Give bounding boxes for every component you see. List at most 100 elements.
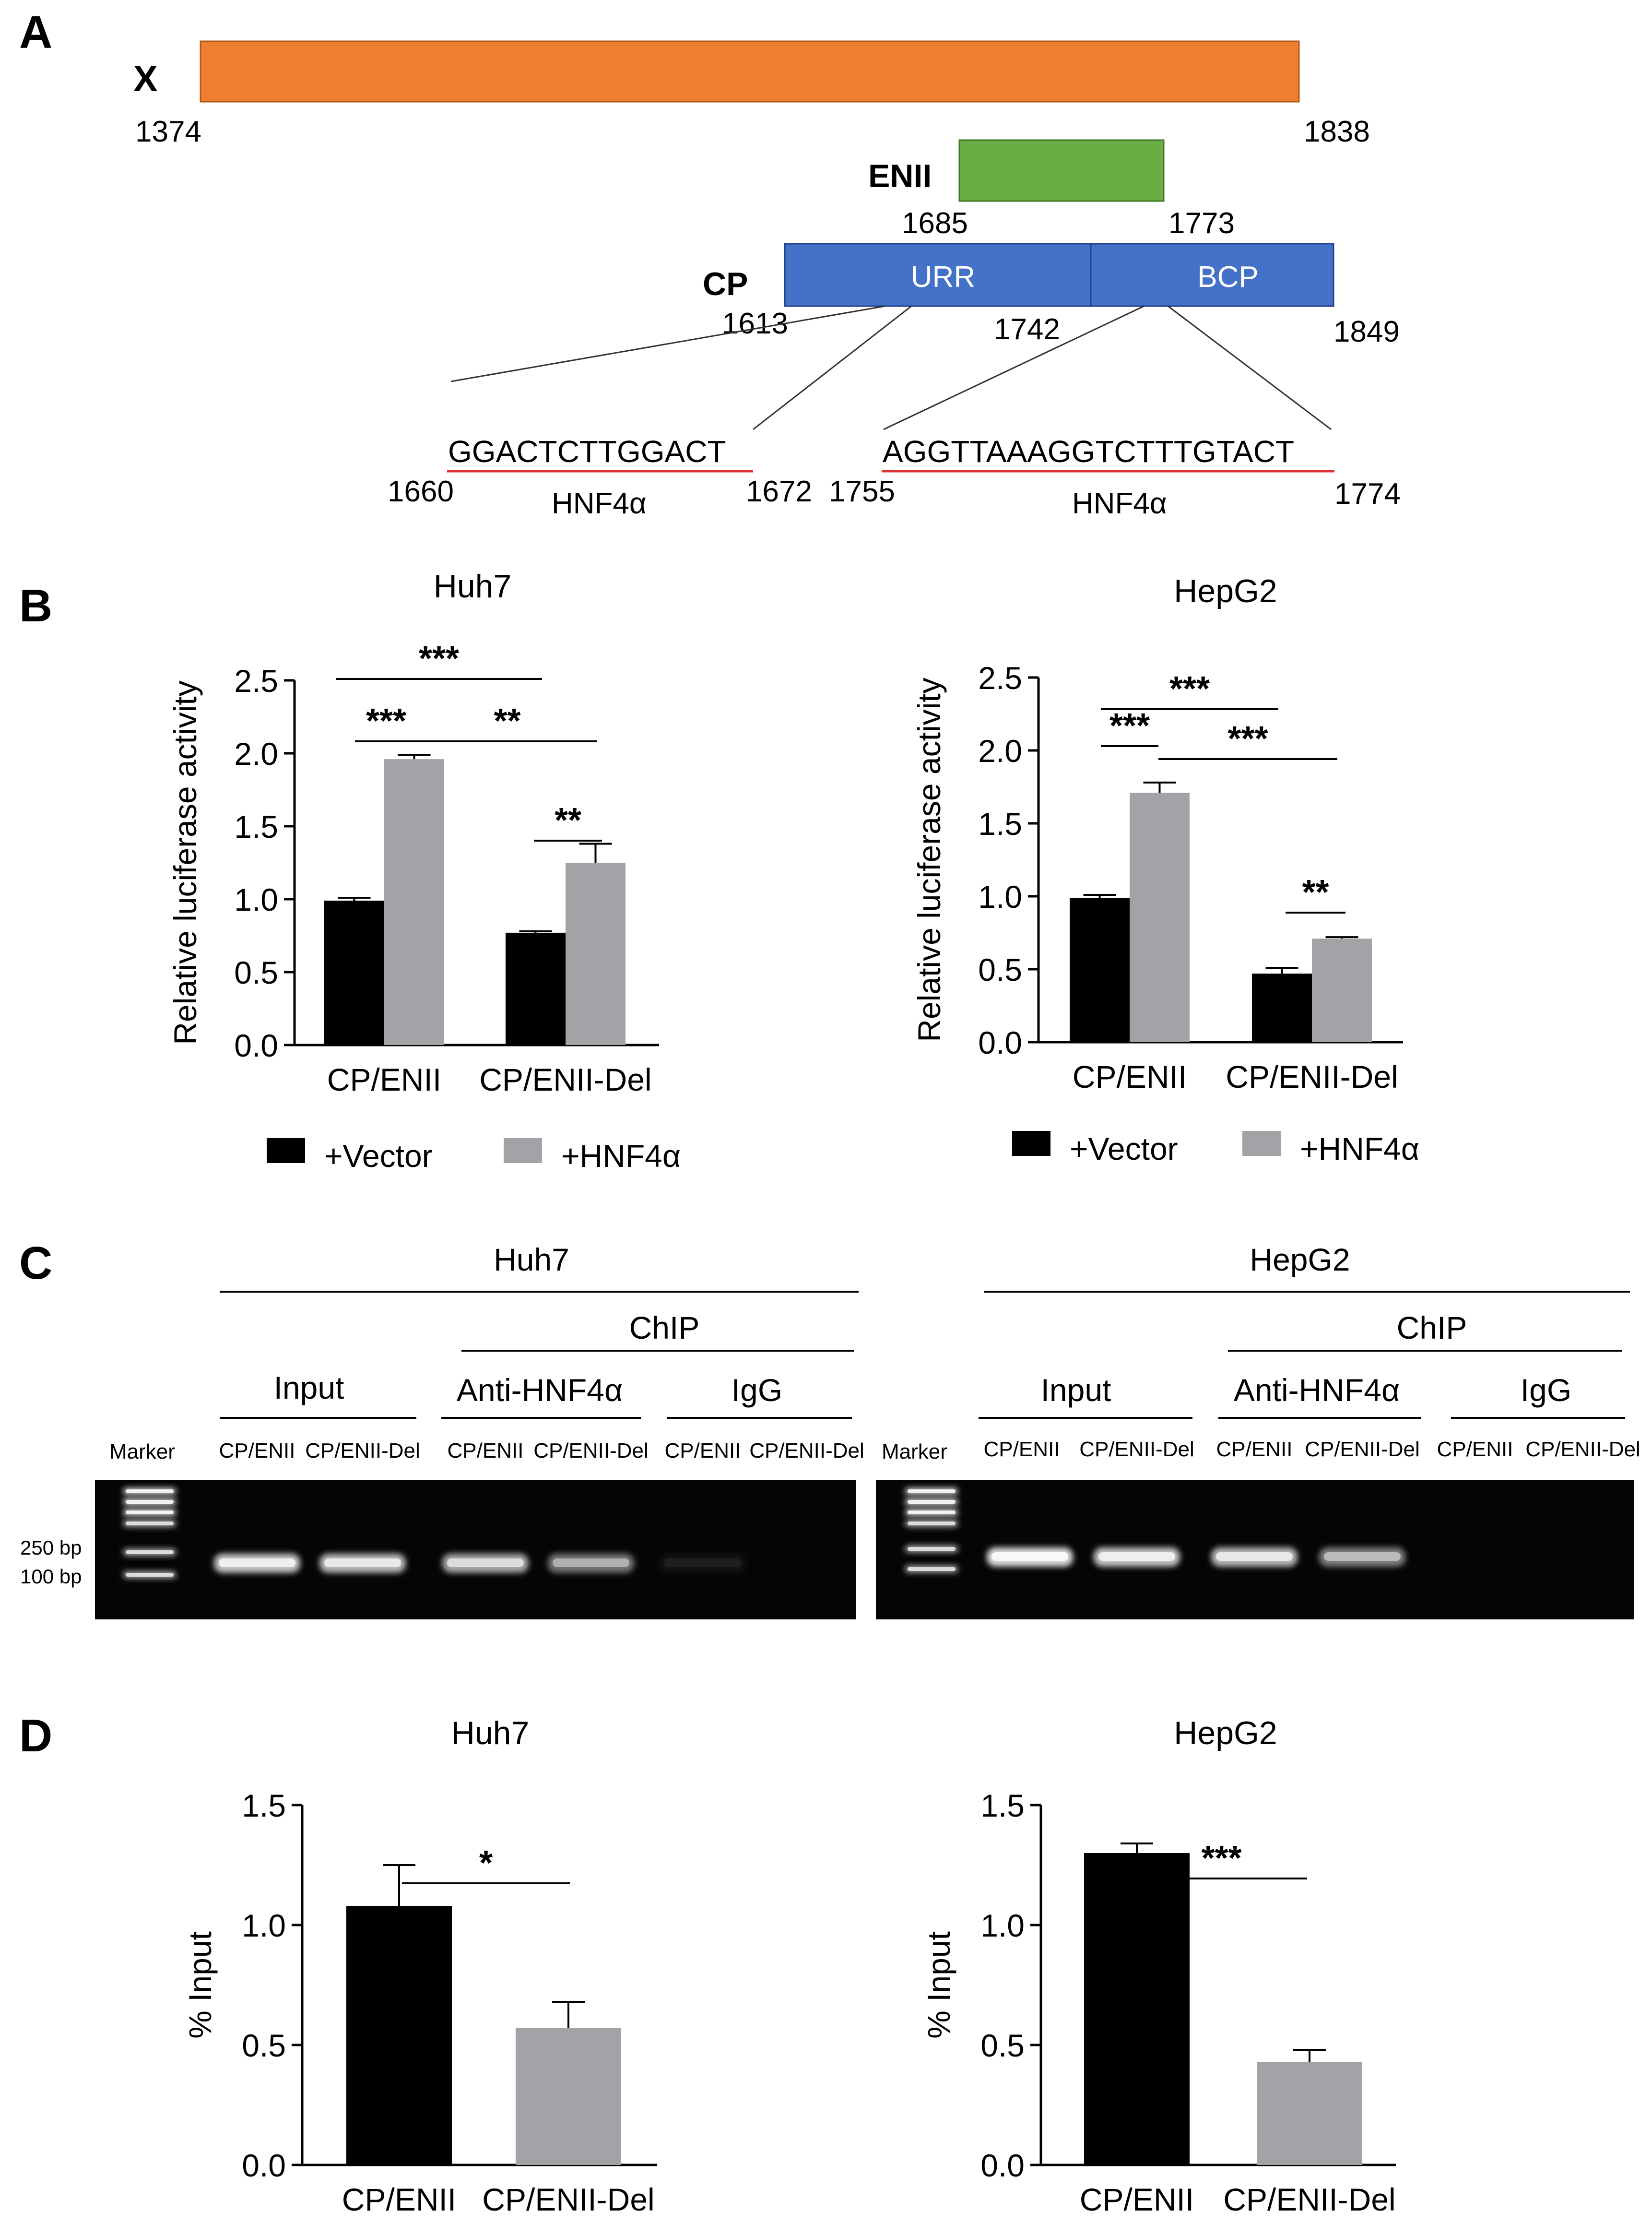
y-tick-label: 0.5 <box>234 955 278 990</box>
significance-label: ** <box>1302 873 1329 912</box>
significance-label: *** <box>1169 670 1210 708</box>
marker-band-core <box>908 1510 956 1514</box>
legend-swatch <box>1012 1131 1050 1156</box>
gel-huh7-igg-label: IgG <box>732 1372 782 1408</box>
gel-huh7-marker-label: Marker <box>109 1440 175 1463</box>
enii-bar <box>958 139 1165 202</box>
legend-swatch <box>267 1138 305 1163</box>
gel-size-100: 100 bp <box>20 1565 82 1588</box>
y-axis-label: Relative luciferase activity <box>167 680 203 1045</box>
site2-start-label: 1755 <box>829 475 895 508</box>
bar <box>516 2028 621 2165</box>
enii-label: ENII <box>868 158 932 194</box>
marker-band-core <box>908 1567 956 1571</box>
bar <box>1084 1853 1190 2165</box>
dna-band <box>1319 1547 1405 1567</box>
panel-a-letter: A <box>19 7 52 58</box>
category-label: CP/ENII <box>1080 2182 1194 2217</box>
zoom-lines <box>450 305 1332 430</box>
dna-band <box>660 1554 746 1573</box>
site2-end-label: 1774 <box>1334 477 1401 511</box>
legend-swatch <box>1242 1131 1281 1156</box>
dna-band-core <box>1098 1552 1175 1561</box>
category-label: CP/ENII-Del <box>1226 1059 1398 1094</box>
gel-hepg2-lane-6: CP/ENII-Del <box>1525 1438 1640 1461</box>
bar <box>384 759 444 1045</box>
gel-hepg2-marker-label: Marker <box>882 1440 947 1463</box>
gel-hepg2-lane-3: CP/ENII <box>1216 1438 1293 1461</box>
significance-label: *** <box>419 640 459 678</box>
bar <box>346 1906 452 2165</box>
site1-sequence: GGACTCTTGGACT <box>448 434 726 469</box>
gel-huh7-lane-3: CP/ENII <box>448 1439 524 1462</box>
chart-title: HepG2 <box>1174 1715 1277 1751</box>
category-label: CP/ENII <box>342 2182 456 2217</box>
significance-label: ** <box>494 702 520 740</box>
chart-b-hepg2: HepG2 0.0 0.5 1.0 1.5 2.0 2.5 Relative lucifera… <box>911 573 1419 1166</box>
bar <box>1257 2062 1362 2165</box>
gel-huh7-image <box>95 1480 856 1619</box>
category-label: CP/ENII <box>327 1062 441 1097</box>
bcp-label: BCP <box>1197 261 1258 294</box>
y-axis-label: % Input <box>182 1931 218 2039</box>
gel-hepg2-cell-label: HepG2 <box>1250 1242 1350 1277</box>
y-tick-label: 1.5 <box>234 809 278 844</box>
x-gene-label: X <box>133 59 158 99</box>
category-label: CP/ENII-Del <box>482 2182 654 2217</box>
chart-title: HepG2 <box>1174 573 1277 609</box>
bar <box>566 863 625 1045</box>
dna-band-core <box>447 1558 524 1567</box>
dna-band-core <box>219 1558 295 1567</box>
y-tick-label: 0.0 <box>242 2148 286 2183</box>
gel-hepg2-lane-2: CP/ENII-Del <box>1079 1438 1194 1461</box>
significance-label: *** <box>366 702 406 740</box>
marker-band-core <box>908 1522 956 1525</box>
bar <box>1312 939 1372 1042</box>
gel-huh7-lane-2: CP/ENII-Del <box>305 1439 420 1462</box>
site1-factor-label: HNF4α <box>552 487 647 520</box>
marker-band-core <box>126 1550 174 1554</box>
y-tick-label: 2.5 <box>978 660 1022 696</box>
y-tick-label: 0.0 <box>978 1025 1022 1060</box>
site1-start-label: 1660 <box>388 475 454 508</box>
y-tick-label: 0.5 <box>978 952 1022 987</box>
marker-band-core <box>126 1522 174 1525</box>
y-tick-label: 2.0 <box>234 736 278 772</box>
gel-hepg2-bands <box>905 1488 1405 1572</box>
gel-hepg2-input-label: Input <box>1041 1372 1111 1408</box>
cp-start-label: 1613 <box>722 307 788 340</box>
gel-hepg2-anti-label: Anti-HNF4α <box>1234 1372 1400 1408</box>
x-end-label: 1838 <box>1304 115 1370 148</box>
legend-label: +HNF4α <box>1300 1131 1419 1166</box>
chart-b-huh7: Huh7 0.0 0.5 1.0 1.5 2.0 2.5 Relative luciferas… <box>167 568 681 1174</box>
cp-mid-label: 1742 <box>994 313 1060 346</box>
cp-bcp-segment <box>1090 243 1334 307</box>
significance-label: ** <box>555 801 581 840</box>
enii-end-label: 1773 <box>1168 207 1235 240</box>
panel-b: B Huh7 0.0 0.5 1.0 1.5 2.0 2.5 Relative lucifer… <box>19 568 1419 1174</box>
significance-label: *** <box>1109 707 1150 745</box>
bar <box>1252 974 1312 1042</box>
marker-band-core <box>126 1573 174 1577</box>
site2-factor-label: HNF4α <box>1072 487 1167 520</box>
dna-band-core <box>1216 1552 1293 1561</box>
y-tick-label: 1.0 <box>234 882 278 917</box>
y-axis-label: Relative luciferase activity <box>911 678 947 1042</box>
x-start-label: 1374 <box>135 115 201 148</box>
chart-d-huh7: Huh7 0.0 0.5 1.0 1.5 % Input CP/ENII CP/ENII-De… <box>182 1715 657 2217</box>
legend-label: +HNF4α <box>561 1138 681 1174</box>
category-label: CP/ENII-Del <box>479 1062 651 1097</box>
gel-huh7-lane-6: CP/ENII-Del <box>749 1439 864 1462</box>
legend-label: +Vector <box>1070 1131 1178 1166</box>
site2-sequence: AGGTTAAAGGTCTTTGTACT <box>883 434 1294 469</box>
marker-band-core <box>908 1547 956 1551</box>
gel-huh7-cell-label: Huh7 <box>494 1242 569 1277</box>
cp-label: CP <box>703 266 748 302</box>
y-tick-label: 1.5 <box>242 1788 286 1823</box>
gel-hepg2-lane-1: CP/ENII <box>984 1438 1060 1461</box>
gel-hepg2-lane-labels: CP/ENII CP/ENII-Del CP/ENII CP/ENII-Del … <box>984 1438 1640 1461</box>
gel-huh7-lane-1: CP/ENII <box>219 1439 295 1462</box>
marker-band-core <box>908 1489 956 1493</box>
dna-band-core <box>991 1552 1068 1561</box>
